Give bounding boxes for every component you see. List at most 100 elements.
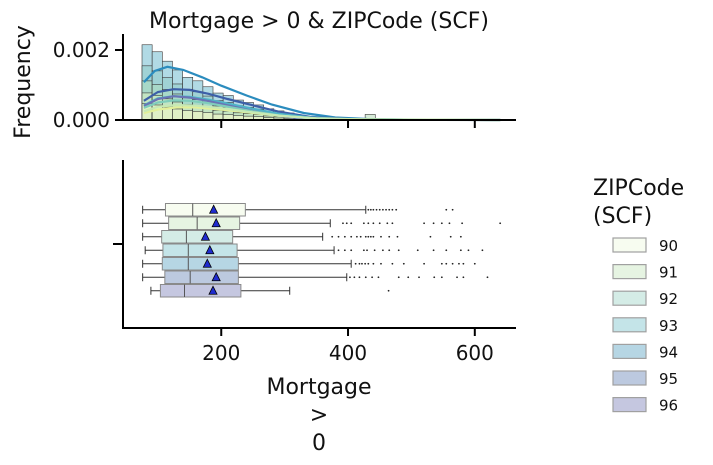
outlier-point <box>407 276 410 279</box>
outlier-point <box>397 249 400 252</box>
histogram-bar <box>172 108 183 121</box>
legend-swatch-91 <box>612 264 647 280</box>
outlier-point <box>372 262 375 265</box>
mean-marker <box>202 258 212 268</box>
outlier-point <box>369 235 372 238</box>
outlier-point <box>391 222 394 225</box>
legend: ZIPCode (SCF) 90 91 92 93 94 95 96 <box>593 176 684 415</box>
outlier-point <box>375 208 378 211</box>
legend-label-95: 95 <box>659 370 678 388</box>
y-axis-label: Frequency <box>11 25 36 139</box>
legend-label-90: 90 <box>659 237 678 255</box>
outlier-point <box>423 222 425 225</box>
outlier-point <box>433 276 436 279</box>
legend-swatch-92 <box>612 290 647 306</box>
outlier-point <box>337 249 340 252</box>
boxplot-93 <box>144 243 484 257</box>
outlier-point <box>366 249 368 252</box>
outlier-point <box>459 235 462 238</box>
x-tick-label: 200 <box>202 341 240 365</box>
chart-title: Mortgage > 0 & ZIPCode (SCF) <box>149 9 489 34</box>
outlier-point <box>350 222 353 225</box>
outlier-point <box>486 276 489 279</box>
boxplot-92 <box>142 230 462 244</box>
box <box>164 203 246 217</box>
outlier-point <box>350 249 353 252</box>
outlier-point <box>386 222 389 225</box>
outlier-point <box>387 289 390 292</box>
x-tick-label: 600 <box>456 341 494 365</box>
x-tick-label: 400 <box>329 341 367 365</box>
boxplot-95 <box>142 270 489 284</box>
outlier-point <box>367 235 370 238</box>
legend-label-94: 94 <box>659 343 678 361</box>
outlier-point <box>373 249 376 252</box>
outlier-point <box>364 235 367 238</box>
outlier-point <box>432 249 435 252</box>
outlier-point <box>354 262 357 265</box>
outlier-point <box>445 249 448 252</box>
legend-label-92: 92 <box>659 290 678 308</box>
outlier-point <box>372 222 375 225</box>
mean-marker <box>200 231 211 241</box>
outlier-point <box>388 208 391 211</box>
x-axis-label: > <box>310 403 328 428</box>
outlier-point <box>473 262 476 265</box>
outlier-point <box>388 235 391 238</box>
outlier-point <box>350 235 353 238</box>
outlier-point <box>353 276 356 279</box>
outlier-point <box>429 235 432 238</box>
legend-swatch-96 <box>612 397 647 413</box>
outlier-point <box>445 208 448 211</box>
outlier-point <box>343 235 346 238</box>
outlier-point <box>388 249 391 252</box>
outlier-point <box>364 262 367 265</box>
outlier-point <box>369 208 372 211</box>
legend-label-96: 96 <box>659 397 678 415</box>
outlier-point <box>378 208 381 211</box>
outlier-point <box>380 235 382 238</box>
outlier-point <box>359 235 362 238</box>
outlier-point <box>481 249 484 252</box>
legend-title: (SCF) <box>593 204 652 229</box>
outlier-point <box>391 262 394 265</box>
legend-label-93: 93 <box>659 317 678 335</box>
outlier-point <box>456 276 458 279</box>
boxplot-91 <box>142 216 502 230</box>
outlier-point <box>391 208 394 211</box>
outlier-point <box>380 262 382 265</box>
mean-marker <box>211 271 221 282</box>
outlier-point <box>462 262 465 265</box>
outlier-point <box>440 262 443 265</box>
outlier-point <box>371 276 374 279</box>
outlier-point <box>355 235 358 238</box>
outlier-point <box>378 222 381 225</box>
outlier-point <box>362 222 365 225</box>
outlier-point <box>385 208 387 211</box>
mean-marker <box>211 217 221 228</box>
mean-marker <box>205 244 215 255</box>
y-tick-label: 0.000 <box>53 108 110 132</box>
outlier-point <box>459 249 462 252</box>
outlier-point <box>345 222 348 225</box>
box <box>161 230 234 244</box>
legend-title: ZIPCode <box>593 176 684 201</box>
outlier-point <box>367 262 370 265</box>
outlier-point <box>449 235 452 238</box>
outlier-point <box>358 276 361 279</box>
legend-swatch-93 <box>612 317 647 333</box>
box <box>159 284 242 298</box>
outlier-point <box>331 235 334 238</box>
box <box>162 243 238 257</box>
outlier-point <box>349 276 351 279</box>
outlier-point <box>337 235 340 238</box>
x-axis-label: 0 <box>312 431 326 456</box>
outlier-point <box>397 276 400 279</box>
outlier-point <box>467 249 470 252</box>
boxplot-96 <box>150 284 390 298</box>
histogram-bar <box>192 111 204 121</box>
legend-label-91: 91 <box>659 264 678 282</box>
outlier-point <box>440 276 443 279</box>
boxplot-94 <box>142 257 476 271</box>
